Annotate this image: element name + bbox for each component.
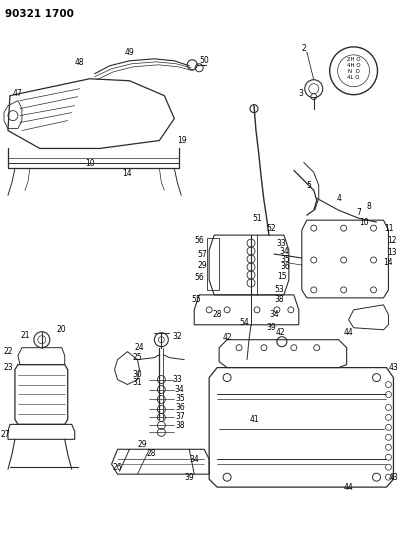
Text: 43: 43 xyxy=(388,473,398,482)
Text: 14: 14 xyxy=(123,169,132,178)
Text: 35: 35 xyxy=(176,394,185,403)
Text: 55: 55 xyxy=(191,295,201,304)
Text: 3: 3 xyxy=(298,89,303,98)
Text: 2H O: 2H O xyxy=(347,58,361,62)
Text: 33: 33 xyxy=(276,239,286,248)
Text: 24: 24 xyxy=(135,343,144,352)
Text: N  O: N O xyxy=(348,69,359,74)
Text: 42: 42 xyxy=(222,333,232,342)
Text: 28: 28 xyxy=(213,310,222,319)
Text: 10: 10 xyxy=(359,217,369,227)
Text: 44: 44 xyxy=(344,328,353,337)
Text: 26: 26 xyxy=(113,463,122,472)
Text: 36: 36 xyxy=(280,262,290,271)
Text: 7: 7 xyxy=(356,208,361,217)
Text: 25: 25 xyxy=(133,353,142,362)
Text: 38: 38 xyxy=(176,421,185,430)
Text: 47: 47 xyxy=(13,89,23,98)
Text: 43: 43 xyxy=(388,363,398,372)
Text: 12: 12 xyxy=(388,236,397,245)
Text: 48: 48 xyxy=(75,58,84,67)
Text: 23: 23 xyxy=(3,363,13,372)
Text: 4H O: 4H O xyxy=(347,63,361,68)
Text: 4: 4 xyxy=(336,194,341,203)
Text: 34: 34 xyxy=(174,385,184,394)
Text: 2: 2 xyxy=(301,44,306,53)
Text: 29: 29 xyxy=(138,440,147,449)
Text: 15: 15 xyxy=(277,272,287,281)
Text: 35: 35 xyxy=(280,255,290,263)
Text: 42: 42 xyxy=(276,328,286,337)
Text: 33: 33 xyxy=(172,375,182,384)
Text: 11: 11 xyxy=(384,224,393,232)
Text: 56: 56 xyxy=(194,273,204,282)
Text: 34: 34 xyxy=(279,247,289,255)
Text: 5: 5 xyxy=(306,181,311,190)
Text: 32: 32 xyxy=(172,332,182,341)
Text: 50: 50 xyxy=(199,56,209,66)
Text: 49: 49 xyxy=(125,49,135,58)
Text: 13: 13 xyxy=(388,247,397,256)
Text: 39: 39 xyxy=(266,323,276,332)
Text: 19: 19 xyxy=(178,136,187,145)
Text: 8: 8 xyxy=(366,201,371,211)
Text: 38: 38 xyxy=(274,295,284,304)
Text: 57: 57 xyxy=(197,249,207,259)
Text: 28: 28 xyxy=(146,449,156,458)
Text: 31: 31 xyxy=(133,378,142,387)
Text: 29: 29 xyxy=(197,261,207,270)
Text: 14: 14 xyxy=(384,257,393,266)
Text: 90321 1700: 90321 1700 xyxy=(5,9,74,19)
Text: 53: 53 xyxy=(274,285,284,294)
Text: 52: 52 xyxy=(266,224,276,232)
Text: 44: 44 xyxy=(344,482,353,491)
Text: 22: 22 xyxy=(3,347,13,356)
Text: 34: 34 xyxy=(189,455,199,464)
Text: 37: 37 xyxy=(176,412,185,421)
Text: 20: 20 xyxy=(57,325,66,334)
Text: 41: 41 xyxy=(249,415,259,424)
Text: 27: 27 xyxy=(0,430,10,439)
Text: 51: 51 xyxy=(252,214,262,223)
Text: 54: 54 xyxy=(239,318,249,327)
Text: 30: 30 xyxy=(133,370,142,379)
Text: 4L O: 4L O xyxy=(347,75,360,80)
Text: 21: 21 xyxy=(20,331,30,340)
Text: 56: 56 xyxy=(194,236,204,245)
Text: 39: 39 xyxy=(184,473,194,482)
Text: 36: 36 xyxy=(176,403,185,412)
Text: 10: 10 xyxy=(85,159,94,168)
Text: 34: 34 xyxy=(269,310,279,319)
